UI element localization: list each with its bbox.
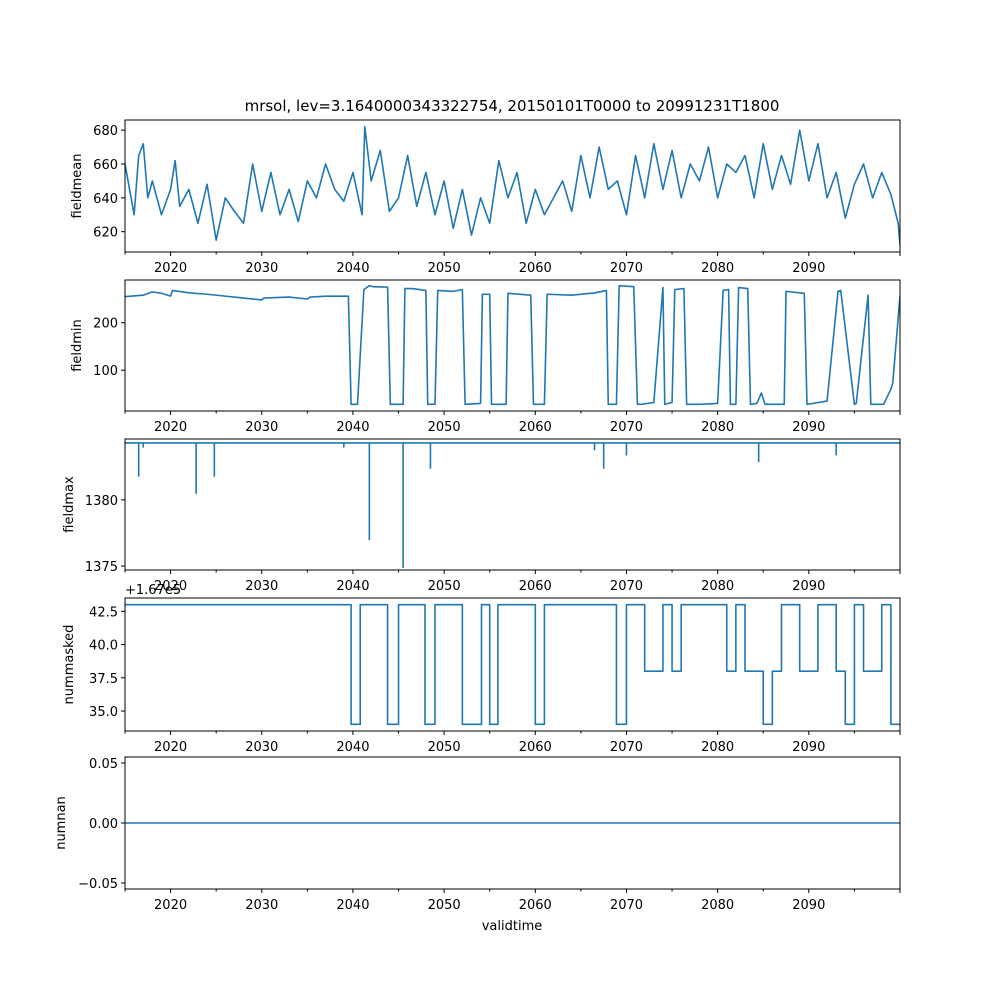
x-tick-label: 2050 (428, 740, 461, 755)
y-tick-label: −0.05 (78, 877, 118, 892)
axes-frame-fieldmin (124, 279, 901, 412)
x-tick-label: 2070 (610, 261, 643, 276)
x-tick-label: 2060 (519, 740, 552, 755)
y-axis-label: fieldmean (70, 154, 85, 219)
x-tick-label: 2060 (519, 898, 552, 913)
x-tick-label: 2090 (792, 579, 825, 594)
y-tick-label: 37.5 (89, 672, 118, 687)
axes-fieldmax: 2020 2030 2040 2050 2060 2070 2080 2090 1375 1380… (62, 438, 901, 594)
x-tick-label: 2020 (154, 898, 187, 913)
y-tick-label: 200 (93, 317, 118, 332)
y-tick-label: 1380 (85, 494, 118, 509)
x-tick-label: 2090 (792, 898, 825, 913)
x-tick-label: 2030 (245, 579, 278, 594)
x-tick-label: 2030 (245, 740, 278, 755)
x-tick-label: 2020 (154, 740, 187, 755)
axes-frame-fieldmean (124, 119, 901, 253)
x-tick-label: 2040 (336, 579, 369, 594)
x-tick-label: 2090 (792, 261, 825, 276)
series-line-fieldmean (125, 125, 900, 246)
x-tick-label: 2040 (336, 420, 369, 435)
x-tick-label: 2050 (428, 579, 461, 594)
x-tick-label: 2080 (701, 898, 734, 913)
series-line-nummasked (125, 603, 900, 726)
x-tick-label: 2060 (519, 420, 552, 435)
y-axis-label: numnan (54, 796, 69, 850)
x-tick-label: 2070 (610, 740, 643, 755)
y-tick-label: 0.05 (89, 757, 118, 772)
x-tick-label: 2080 (701, 420, 734, 435)
y-axis-label: fieldmin (70, 319, 85, 372)
x-tick-label: 2030 (245, 261, 278, 276)
x-tick-label: 2030 (245, 420, 278, 435)
x-tick-label: 2020 (154, 420, 187, 435)
y-tick-label: 680 (93, 124, 118, 139)
x-tick-label: 2050 (428, 261, 461, 276)
y-tick-label: 620 (93, 226, 118, 241)
series-line-fieldmax (125, 442, 900, 569)
x-axis-label: validtime (482, 919, 543, 934)
y-tick-label: 0.00 (89, 817, 118, 832)
x-tick-label: 2090 (792, 420, 825, 435)
x-tick-label: 2070 (610, 579, 643, 594)
x-tick-label: 2040 (336, 898, 369, 913)
x-tick-label: 2080 (701, 740, 734, 755)
axes-frame-nummasked (124, 597, 901, 732)
x-tick-label: 2040 (336, 261, 369, 276)
axes-fieldmean: 2020 2030 2040 2050 2060 2070 2080 2090 620 640 66… (70, 119, 901, 276)
y-axis-label: nummasked (62, 625, 77, 705)
series-line-fieldmin (125, 284, 900, 406)
x-tick-label: 2050 (428, 420, 461, 435)
axes-nummasked: 2020 2030 2040 2050 2060 2070 2080 2090 35.0 37.5… (62, 583, 901, 755)
axes-fieldmin: 2020 2030 2040 2050 2060 2070 2080 2090 100 200 fi… (70, 279, 901, 435)
x-tick-label: 2030 (245, 898, 278, 913)
x-tick-label: 2070 (610, 898, 643, 913)
y-axis-label: fieldmax (62, 476, 77, 533)
y-tick-label: 660 (93, 158, 118, 173)
x-tick-label: 2060 (519, 261, 552, 276)
y-tick-label: 100 (93, 364, 118, 379)
axes-numnan: 2020 2030 2040 2050 2060 2070 2080 2090 −0.05 0.0… (54, 756, 901, 913)
axes-frame-fieldmax (124, 438, 901, 571)
y-tick-label: 1375 (85, 560, 118, 575)
chart-title: mrsol, lev=3.1640000343322754, 20150101T… (245, 97, 780, 115)
y-offset-text: +1.67e5 (125, 583, 181, 598)
x-tick-label: 2050 (428, 898, 461, 913)
y-tick-label: 42.5 (89, 605, 118, 620)
x-tick-label: 2020 (154, 579, 187, 594)
y-tick-label: 35.0 (89, 705, 118, 720)
x-tick-label: 2020 (154, 261, 187, 276)
x-tick-label: 2080 (701, 261, 734, 276)
y-tick-label: 640 (93, 192, 118, 207)
x-tick-label: 2070 (610, 420, 643, 435)
x-tick-label: 2040 (336, 740, 369, 755)
x-tick-label: 2080 (701, 579, 734, 594)
y-tick-label: 40.0 (89, 639, 118, 654)
x-tick-label: 2060 (519, 579, 552, 594)
x-tick-label: 2090 (792, 740, 825, 755)
